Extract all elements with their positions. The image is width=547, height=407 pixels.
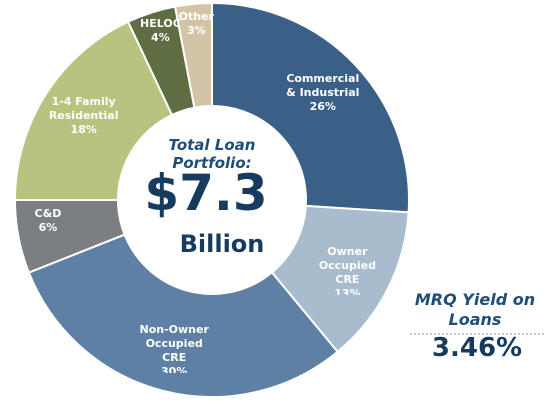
donut-hole (117, 105, 307, 295)
slice-label: 1-4 Family Residential 18% (43, 95, 125, 137)
slice-label: Other 3% (155, 10, 237, 38)
slice-label: C&D 6% (7, 207, 89, 235)
slice (27, 198, 339, 398)
slice-value: 6% (38, 221, 58, 235)
slice-name: C&D (34, 207, 62, 221)
center-caption: Total Loan Portfolio: (168, 136, 256, 172)
slice-label-box: C&D6% (7, 207, 89, 235)
annotation-label-box: MRQ Yield on Loans (414, 290, 536, 329)
center-unit: Billion (180, 230, 265, 258)
slice-name: Commercial & Industrial (286, 71, 360, 99)
slice-value: 18% (70, 122, 97, 136)
annotation-label: MRQ Yield on Loans (414, 290, 536, 329)
slice-value: 4% (151, 31, 170, 45)
slice-label: Owner Occupied CRE 13% (306, 245, 388, 295)
slice-value: 30% (161, 365, 188, 374)
center-value: $7.3 (144, 164, 267, 222)
slice-name: 1-4 Family Residential (48, 94, 119, 122)
slice-label: Non-Owner Occupied CRE 30% (133, 323, 215, 373)
slice-value: 26% (309, 99, 336, 113)
annotation-value: 3.46% (432, 333, 522, 363)
center-caption-box: Total Loan Portfolio: (168, 136, 256, 172)
slice-label: Commercial & Industrial 26% (282, 72, 364, 114)
slice-name: Non-Owner Occupied CRE (139, 323, 209, 365)
slice-name: Owner Occupied CRE (318, 245, 377, 286)
slice-name: HELOC (140, 17, 181, 31)
slice-value: 13% (334, 287, 361, 295)
slice-value: 3% (186, 23, 206, 37)
slice-label: HELOC 4% (119, 17, 201, 45)
slice-name: Other (178, 9, 214, 23)
